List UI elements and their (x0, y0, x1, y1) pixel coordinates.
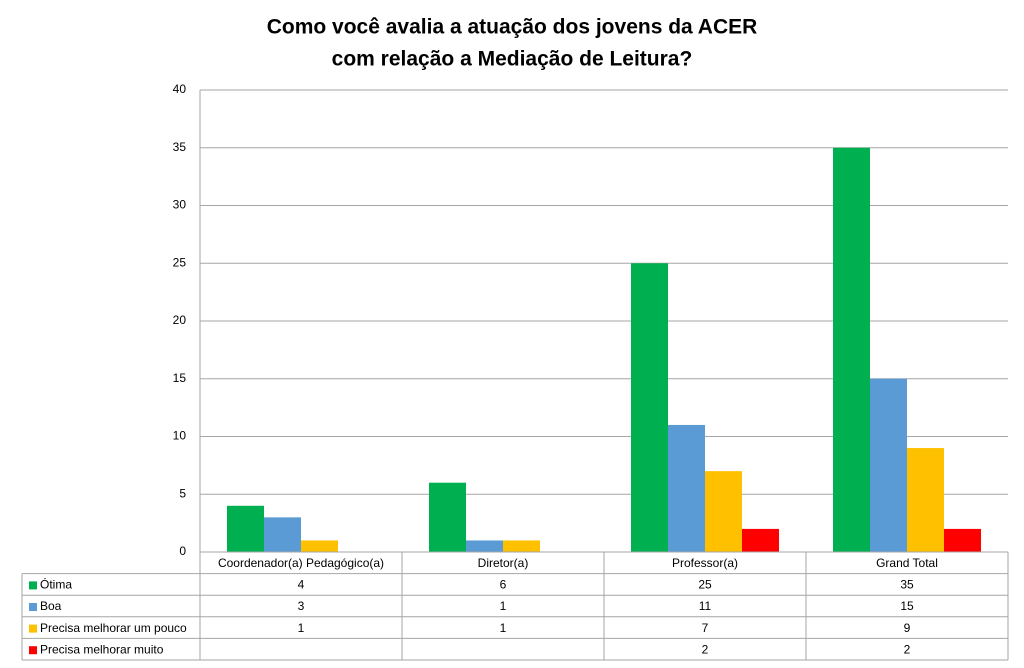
chart-title: com relação a Mediação de Leitura? (332, 48, 693, 71)
y-tick-label: 40 (173, 82, 187, 96)
bar (668, 424, 705, 552)
y-tick-label: 20 (173, 313, 187, 327)
table-value: 1 (298, 621, 305, 635)
bar (742, 528, 779, 552)
legend-label: Ótima (40, 577, 72, 592)
bar (870, 378, 907, 552)
table-value: 1 (500, 621, 507, 635)
table-value: 11 (699, 599, 712, 613)
table-value: 9 (904, 621, 911, 635)
y-tick-label: 25 (173, 255, 187, 269)
table-value: 7 (702, 621, 709, 635)
legend-label: Boa (40, 599, 62, 613)
bar (705, 471, 742, 552)
legend-key (29, 581, 37, 590)
y-tick-label: 30 (173, 198, 187, 212)
bar (429, 482, 466, 552)
table-value: 6 (500, 578, 507, 592)
table-value: 35 (900, 578, 914, 592)
table-value: 4 (298, 578, 305, 592)
y-tick-label: 10 (173, 429, 187, 443)
legend-key (29, 603, 37, 611)
table-value: 2 (904, 642, 911, 656)
x-tick-label: Diretor(a) (478, 556, 529, 570)
table-value: 3 (298, 599, 305, 613)
bar (907, 448, 944, 552)
table-value: 15 (900, 599, 914, 613)
legend-label: Precisa melhorar muito (40, 642, 164, 656)
bar (503, 540, 540, 552)
table-value: 25 (698, 578, 712, 592)
legend-key (29, 646, 37, 655)
legend-key (29, 624, 37, 633)
y-tick-label: 5 (179, 486, 186, 500)
y-tick-label: 0 (179, 544, 186, 558)
bar (944, 528, 981, 552)
y-tick-label: 35 (173, 140, 187, 154)
bar (227, 505, 264, 552)
legend-label: Precisa melhorar um pouco (40, 621, 187, 635)
bar (466, 540, 503, 552)
bar (264, 517, 301, 552)
table-value: 2 (702, 642, 709, 656)
x-tick-label: Professor(a) (672, 556, 738, 570)
x-tick-label: Coordenador(a) Pedagógico(a) (218, 556, 384, 570)
x-tick-label: Grand Total (876, 556, 938, 570)
bar (833, 147, 870, 552)
chart-title: Como você avalia a atuação dos jovens da… (267, 16, 758, 39)
bar (631, 263, 668, 552)
y-tick-label: 15 (173, 371, 187, 385)
table-value: 1 (500, 599, 507, 613)
bar (301, 540, 338, 552)
